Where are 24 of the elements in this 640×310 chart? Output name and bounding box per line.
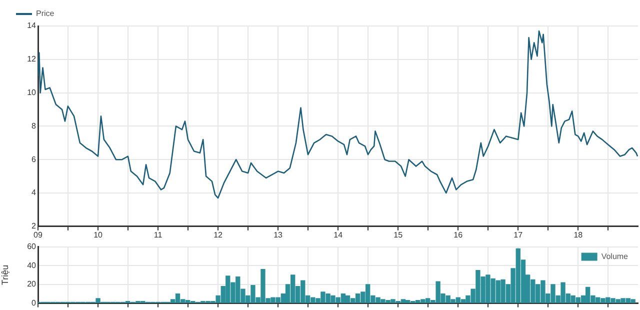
x-tick-label: 10	[94, 230, 104, 240]
x-tick-label: 16	[454, 230, 464, 240]
y-tick-label: 40	[27, 260, 37, 270]
x-tick-label: 12	[214, 230, 224, 240]
y-tick-label: 60	[27, 242, 37, 252]
y-tick-label: 10	[27, 88, 37, 98]
x-tick-label: 11	[154, 230, 163, 240]
y-tick-label: 12	[27, 54, 37, 64]
x-tick-label: 14	[334, 230, 344, 240]
x-tick-label: 18	[574, 230, 584, 240]
x-tick-label: 15	[394, 230, 404, 240]
legend-label: Price	[36, 9, 55, 18]
y-tick-label: 4	[32, 188, 37, 198]
x-tick-label: 17	[514, 230, 524, 240]
y-tick-label: 20	[27, 280, 37, 289]
y-axis-title: Triệu	[0, 264, 10, 286]
y-tick-label: 6	[32, 154, 37, 164]
y-tick-label: 14	[27, 21, 37, 30]
legend-label: Volume	[601, 252, 629, 262]
y-tick-label: 0	[32, 298, 37, 308]
x-tick-label: 09	[34, 230, 43, 240]
y-tick-label: 8	[32, 121, 37, 130]
x-tick-label: 13	[274, 230, 284, 240]
y-tick-label: 2	[32, 222, 37, 231]
